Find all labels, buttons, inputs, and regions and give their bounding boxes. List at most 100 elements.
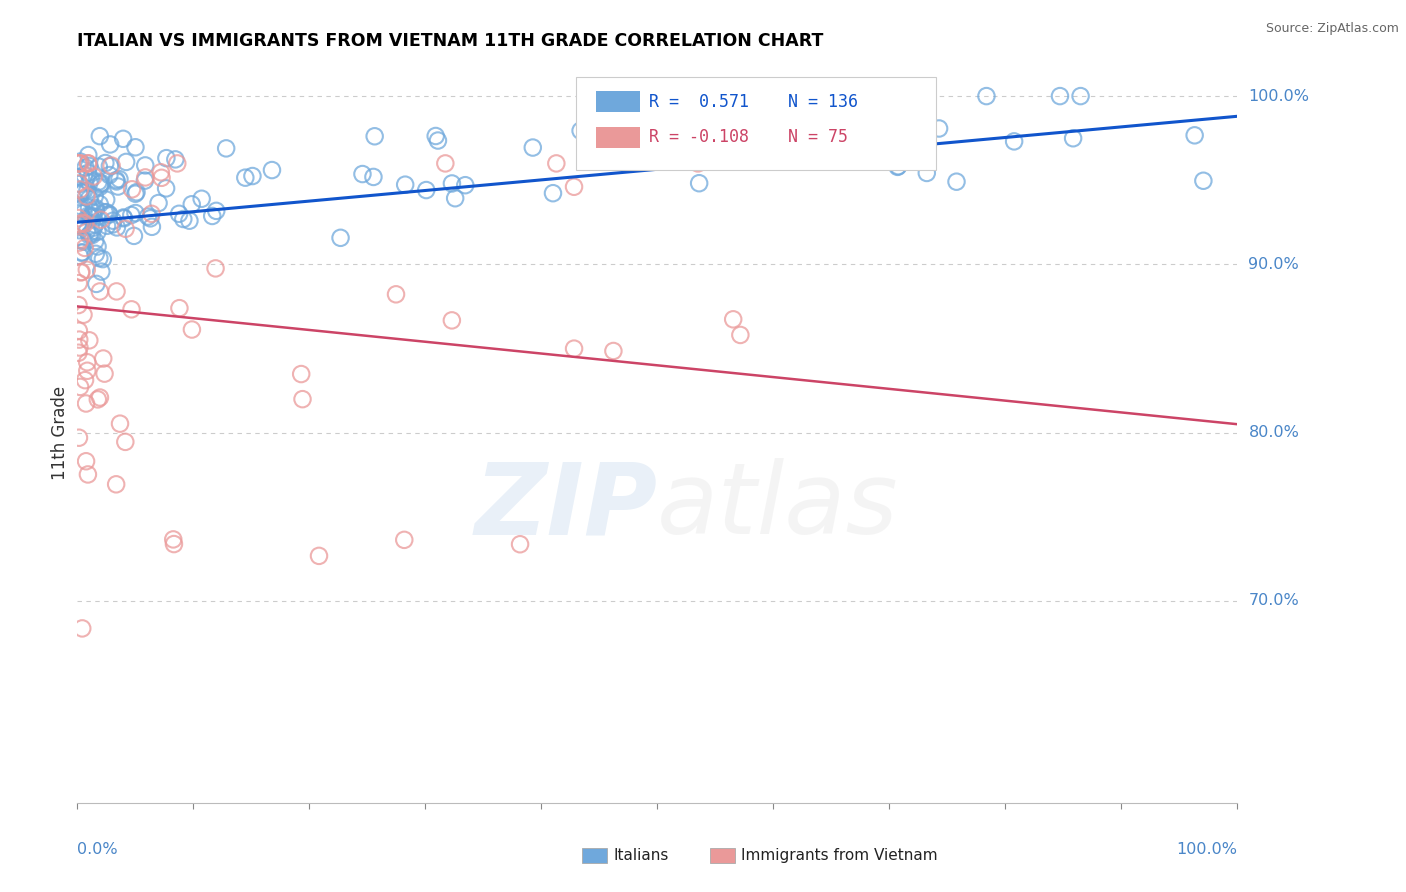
Point [290, 367, 312, 381]
Point [69, 205, 91, 219]
Point [121, 182, 143, 196]
Point [141, 219, 163, 234]
Point [82, 209, 104, 223]
Point [67, 341, 90, 355]
Point [84, 218, 107, 232]
Y-axis label: 11th Grade: 11th Grade [51, 385, 69, 480]
Point [352, 167, 374, 181]
Point [205, 203, 228, 218]
Point [108, 417, 131, 431]
Point [70, 265, 93, 279]
Point [201, 209, 224, 223]
Text: 100.0%: 100.0% [1249, 88, 1309, 103]
Point [308, 549, 330, 563]
Point [562, 179, 585, 194]
Point [169, 301, 191, 315]
Point [155, 181, 177, 195]
Point [688, 176, 710, 190]
Point [75, 161, 97, 175]
Point [69, 202, 91, 216]
Point [73, 217, 96, 231]
Point [69, 182, 91, 196]
Point [89, 251, 111, 265]
Point [91, 252, 114, 266]
Point [69, 223, 91, 237]
Point [108, 172, 131, 186]
Point [190, 192, 212, 206]
Point [86, 225, 108, 239]
Point [385, 287, 408, 301]
Point [70, 245, 93, 260]
Point [90, 212, 112, 227]
Point [83, 220, 105, 235]
Point [67, 235, 90, 250]
Point [76, 355, 98, 369]
Point [69, 218, 91, 232]
Point [139, 211, 162, 226]
Point [87, 175, 110, 189]
Point [72, 308, 94, 322]
Point [67, 431, 90, 445]
Point [84, 201, 107, 215]
Point [77, 166, 100, 180]
Point [141, 207, 163, 221]
Point [440, 177, 463, 191]
Point [67, 177, 90, 191]
Point [149, 165, 172, 179]
Point [114, 221, 136, 235]
Point [96, 205, 118, 219]
Point [166, 156, 188, 170]
Point [79, 176, 101, 190]
Point [98, 207, 121, 221]
Point [69, 177, 91, 191]
Point [522, 140, 544, 154]
FancyBboxPatch shape [582, 848, 607, 863]
Point [1192, 174, 1215, 188]
Point [1049, 89, 1071, 103]
Point [394, 178, 416, 192]
FancyBboxPatch shape [596, 91, 640, 112]
Point [76, 189, 98, 203]
Text: N = 75: N = 75 [789, 128, 848, 146]
Point [115, 155, 138, 169]
Point [98, 208, 121, 222]
Point [75, 454, 97, 468]
Point [69, 202, 91, 217]
Point [73, 373, 96, 387]
Point [75, 396, 97, 410]
Point [67, 298, 90, 312]
Point [77, 156, 100, 170]
Point [105, 220, 128, 235]
Point [541, 186, 564, 201]
Point [91, 351, 114, 366]
Point [67, 324, 90, 338]
Text: 80.0%: 80.0% [1249, 425, 1299, 440]
Point [425, 128, 447, 143]
FancyBboxPatch shape [710, 848, 735, 863]
Point [134, 170, 156, 185]
Point [800, 128, 823, 142]
Text: R = -0.108: R = -0.108 [650, 128, 749, 146]
Point [67, 211, 90, 225]
Point [93, 367, 115, 381]
Point [1002, 134, 1025, 148]
Point [721, 312, 744, 326]
Point [89, 178, 111, 192]
Point [72, 206, 94, 220]
Point [242, 169, 264, 183]
Point [77, 467, 100, 482]
Point [72, 216, 94, 230]
Text: 0.0%: 0.0% [77, 842, 118, 856]
Point [84, 234, 107, 248]
Point [163, 537, 186, 551]
Point [72, 245, 94, 260]
Point [89, 129, 111, 144]
Point [69, 187, 91, 202]
Point [415, 183, 437, 197]
Point [87, 392, 110, 407]
Point [1070, 89, 1092, 103]
Text: Source: ZipAtlas.com: Source: ZipAtlas.com [1265, 22, 1399, 36]
Text: atlas: atlas [658, 458, 898, 555]
Point [105, 477, 128, 491]
Point [112, 211, 135, 226]
